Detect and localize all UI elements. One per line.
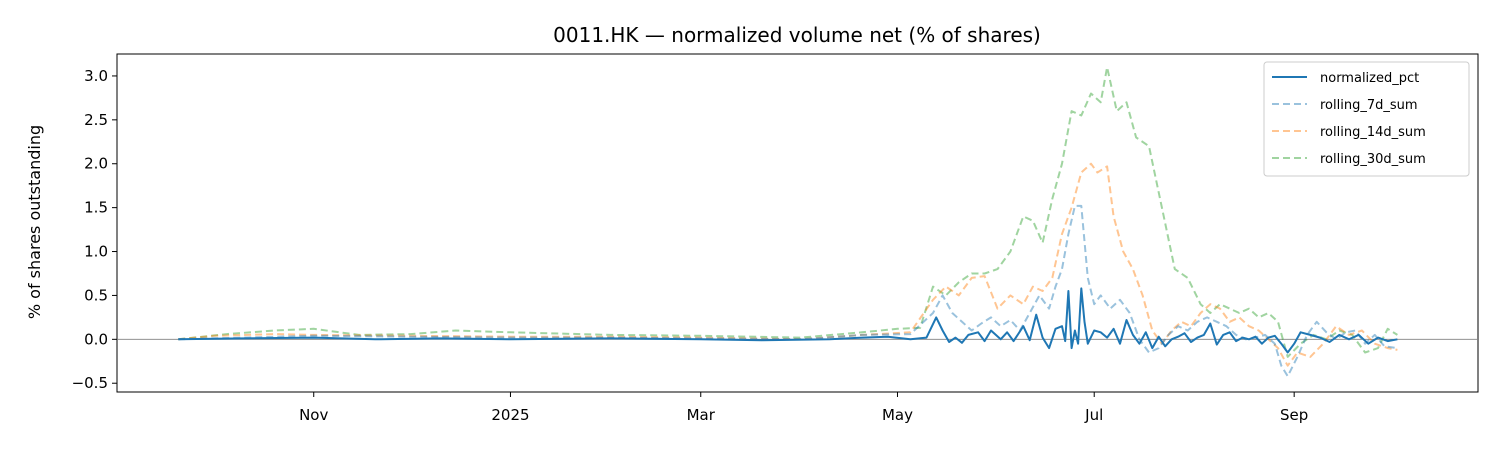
x-tick-label: Jul bbox=[1084, 406, 1103, 424]
y-tick-label: 1.0 bbox=[84, 243, 108, 261]
x-tick-label: Sep bbox=[1280, 406, 1308, 424]
legend-label: rolling_7d_sum bbox=[1320, 98, 1418, 113]
chart-title: 0011.HK — normalized volume net (% of sh… bbox=[553, 23, 1041, 47]
y-tick-label: 0.5 bbox=[84, 286, 108, 304]
legend-label: rolling_30d_sum bbox=[1320, 152, 1426, 167]
y-tick-label: 2.0 bbox=[84, 155, 108, 173]
plot-frame bbox=[116, 53, 1479, 393]
x-tick-label: 2025 bbox=[491, 406, 529, 424]
plot-area: Nov 2025 Mar May Jul Sep −0.5 0.0 0.5 1.0 1.5 2.0 2… bbox=[72, 53, 1479, 424]
legend-box bbox=[1263, 61, 1470, 177]
y-tick-label: 2.5 bbox=[84, 111, 108, 129]
y-tick-label: −0.5 bbox=[72, 374, 108, 392]
series-layer bbox=[178, 66, 1398, 378]
series-line-rolling-14d-sum bbox=[178, 162, 1398, 367]
x-tick-label: Nov bbox=[299, 406, 328, 424]
y-axis-label: % of shares outstanding bbox=[25, 125, 44, 319]
series-line-rolling-7d-sum bbox=[178, 204, 1398, 378]
series-line-rolling-30d-sum bbox=[178, 66, 1398, 358]
y-axis: −0.5 0.0 0.5 1.0 1.5 2.0 2.5 3.0 bbox=[72, 67, 117, 392]
legend-label: rolling_14d_sum bbox=[1320, 125, 1426, 140]
y-tick-label: 0.0 bbox=[84, 330, 108, 348]
y-tick-label: 1.5 bbox=[84, 199, 108, 217]
legend-label: normalized_pct bbox=[1320, 71, 1419, 86]
legend: normalized_pct rolling_7d_sum rolling_14d_… bbox=[1263, 61, 1470, 177]
y-tick-label: 3.0 bbox=[84, 67, 108, 85]
series-line-normalized-pct bbox=[178, 287, 1398, 354]
x-axis: Nov 2025 Mar May Jul Sep bbox=[299, 392, 1308, 424]
x-tick-label: May bbox=[882, 406, 913, 424]
x-tick-label: Mar bbox=[687, 406, 716, 424]
